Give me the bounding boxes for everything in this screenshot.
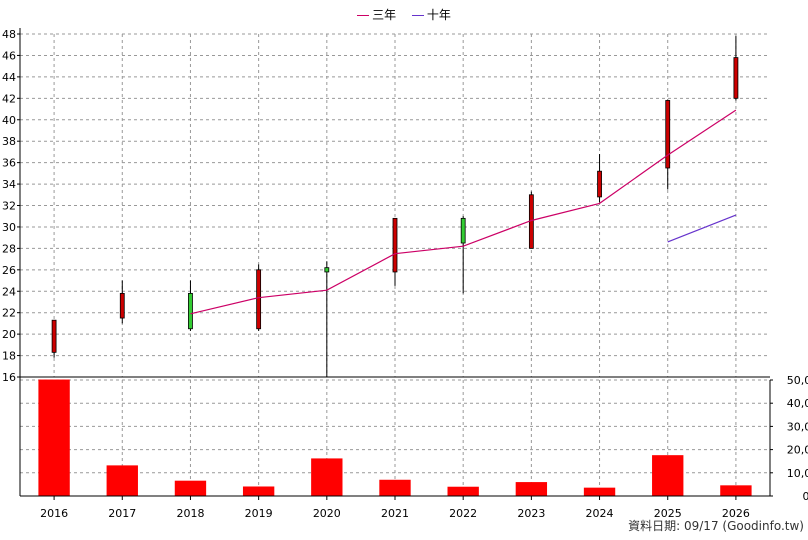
x-tick-label: 2016 [40, 507, 68, 520]
volume-bar [242, 486, 275, 496]
volume-bar [720, 485, 752, 496]
volume-bar [583, 487, 616, 496]
candle-body [597, 170, 602, 198]
price-tick-label: 18 [2, 350, 16, 363]
moving-average-lines [190, 109, 737, 315]
volume-bar [174, 480, 207, 496]
legend-item-ma10: 十年 [411, 6, 451, 23]
price-tick-label: 44 [2, 71, 16, 84]
volume-bar [106, 465, 138, 496]
price-tick-label: 34 [2, 178, 16, 191]
volume-tick-label: 50,000 [787, 374, 808, 387]
x-tick-label: 2021 [381, 507, 409, 520]
x-tick-label: 2026 [722, 507, 750, 520]
price-tick-label: 22 [2, 307, 16, 320]
x-tick-label: 2025 [654, 507, 682, 520]
ma-line-ma10 [667, 214, 737, 243]
price-tick-label: 26 [2, 264, 16, 277]
price-tick-label: 42 [2, 92, 16, 105]
volume-bars [38, 379, 752, 496]
ma-line-ma3 [190, 109, 737, 315]
legend-swatch-ma3 [357, 15, 370, 16]
candle-body [256, 269, 262, 330]
volume-bar [652, 455, 684, 496]
x-tick-label: 2022 [449, 507, 477, 520]
x-tick-label: 2017 [108, 507, 136, 520]
price-tick-label: 40 [2, 114, 16, 127]
volume-tick-labels: 0 10,000 20,000 30,000 40,000 50,000 [787, 374, 808, 503]
candle-body [119, 292, 125, 319]
volume-tick-label: 10,000 [787, 467, 808, 480]
price-tick-label: 30 [2, 221, 16, 234]
volume-bar [38, 379, 70, 496]
volume-bar [379, 479, 411, 496]
price-tick-label: 36 [2, 157, 16, 170]
candle-body [665, 100, 671, 169]
candle-body [460, 217, 466, 244]
price-grid [20, 33, 770, 378]
x-tick-label: 2019 [245, 507, 273, 520]
price-tick-label: 24 [2, 285, 16, 298]
x-tick-label: 2023 [517, 507, 545, 520]
chart-axes [17, 28, 773, 500]
price-tick-label: 48 [2, 28, 16, 41]
price-tick-label: 46 [2, 49, 16, 62]
legend-item-ma3: 三年 [357, 6, 396, 23]
volume-tick-label: 20,000 [787, 444, 808, 457]
candles [51, 36, 739, 377]
volume-tick-label: 0 [803, 490, 808, 503]
candle-body [392, 217, 398, 273]
volume-bar [515, 482, 548, 496]
x-tick-labels: 2016 2017 2018 2019 2020 2021 2022 2023 2024 2025… [40, 507, 750, 520]
legend-swatch-ma10 [411, 15, 424, 16]
x-tick-label: 2024 [586, 507, 614, 520]
volume-bar [447, 486, 479, 496]
price-tick-label: 28 [2, 242, 16, 255]
candle-body [733, 57, 739, 99]
price-tick-label: 16 [2, 371, 16, 384]
volume-tick-label: 30,000 [787, 420, 808, 433]
price-tick-label: 38 [2, 135, 16, 148]
candle-body [51, 319, 57, 353]
candle-body [324, 267, 330, 273]
price-tick-label: 32 [2, 200, 16, 213]
chart-legend: 三年 十年 [0, 6, 808, 23]
x-tick-label: 2020 [313, 507, 341, 520]
volume-tick-label: 40,000 [787, 397, 808, 410]
candle-body [188, 292, 193, 330]
price-tick-label: 20 [2, 328, 16, 341]
data-date-credit: 資料日期: 09/17 (Goodinfo.tw) [628, 519, 804, 533]
legend-label-ma10: 十年 [426, 8, 451, 22]
legend-label-ma3: 三年 [372, 8, 397, 22]
x-tick-label: 2018 [176, 507, 204, 520]
price-tick-labels: 16 18 20 22 24 26 28 30 32 34 36 38 40 42 44 46 48 [2, 28, 16, 384]
volume-bar [311, 458, 343, 496]
